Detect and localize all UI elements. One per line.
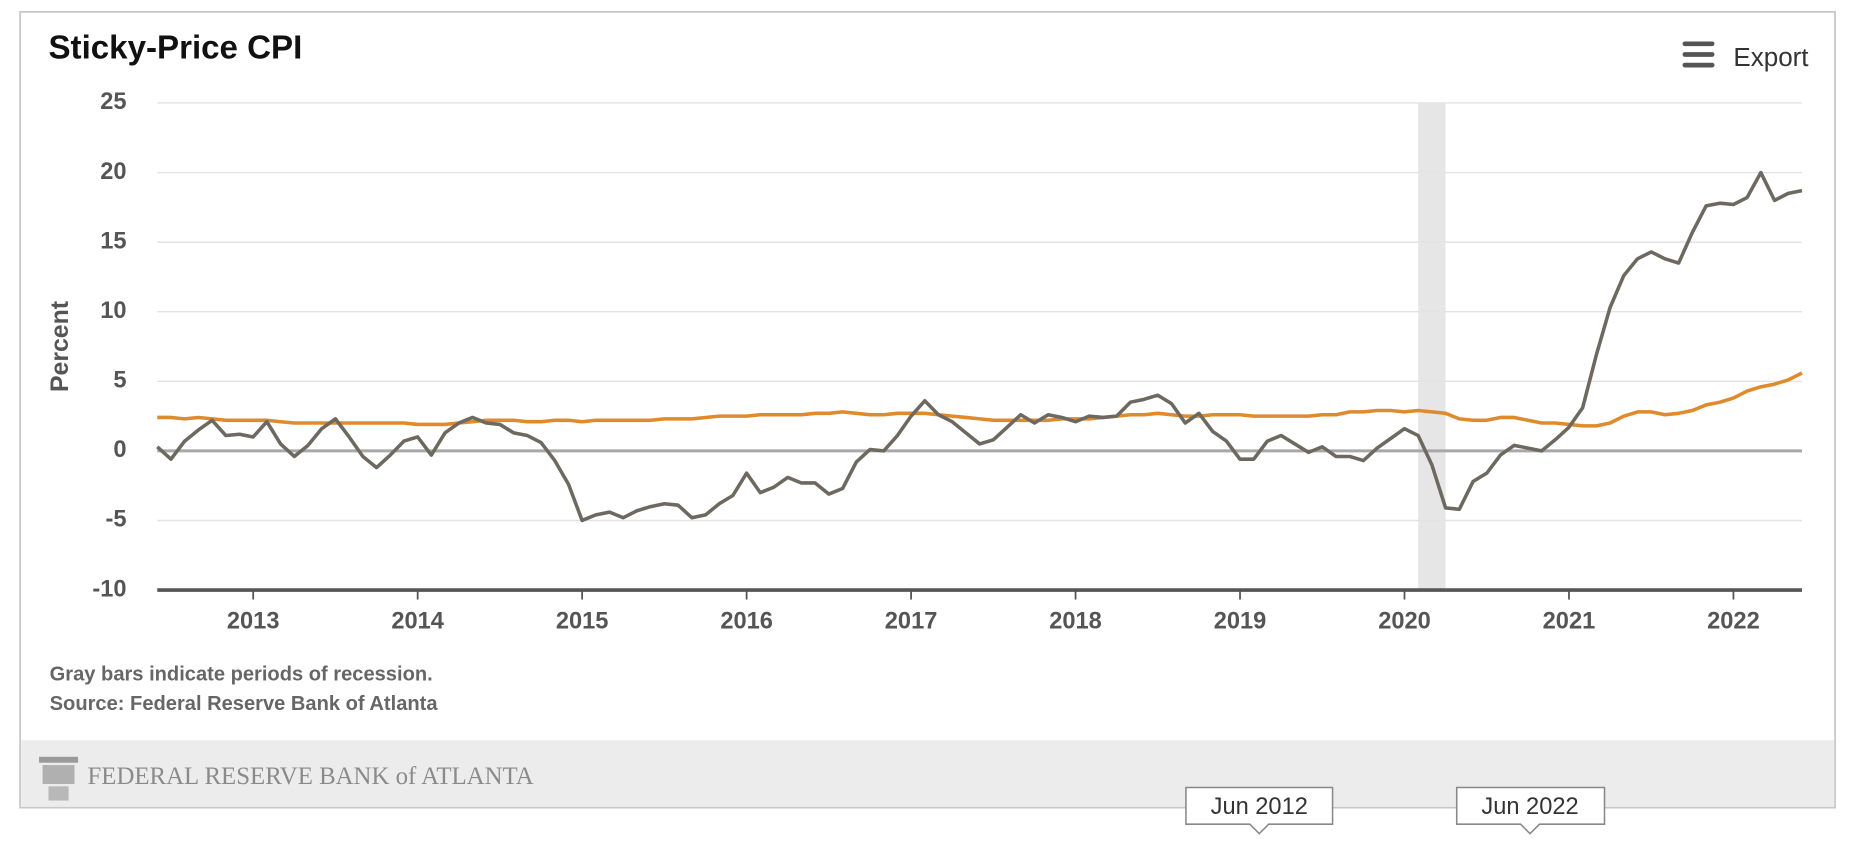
logo-part [48, 786, 69, 801]
y-tick-label: 20 [100, 159, 126, 185]
menu-icon [1682, 41, 1715, 47]
y-tick-label: 10 [100, 298, 126, 324]
recession-band [1418, 102, 1446, 591]
export-label[interactable]: Export [1733, 42, 1809, 72]
navigator-start[interactable]: Jun 2012 [1185, 786, 1334, 835]
navigator-end[interactable]: Jun 2022 [1455, 786, 1606, 835]
brand-logo [39, 756, 79, 801]
logo-part [39, 756, 79, 763]
x-tick-label: 2020 [1378, 608, 1431, 634]
navigator-label: Jun 2012 [1211, 794, 1308, 820]
x-tick-label: 2019 [1214, 608, 1267, 634]
navigator-handle[interactable] [1455, 786, 1606, 835]
x-tick-label: 2014 [391, 608, 444, 634]
x-tick-label: 2018 [1049, 608, 1102, 634]
x-tick-label: 2017 [885, 608, 938, 634]
frame [19, 11, 1836, 809]
source-note: Source: Federal Reserve Bank of Atlanta [50, 693, 439, 715]
x-tick-label: 2021 [1543, 608, 1596, 634]
y-tick-label: -10 [92, 576, 126, 602]
y-tick-label: 0 [113, 437, 126, 463]
data-line [157, 371, 1803, 428]
menu-icon [1682, 52, 1715, 57]
x-tick-label: 2016 [720, 608, 773, 634]
navigator-label: Jun 2022 [1481, 794, 1578, 820]
menu-icon [1682, 62, 1715, 68]
logo-part [42, 765, 75, 784]
brand: FEDERAL RESERVE BANK of ATLANTA [87, 763, 533, 790]
plot-area: -10 -5 0 5 10 15 20 25 2013 2014 2015 2016 2017 2018 2… [92, 89, 1803, 634]
y-tick-label: 15 [100, 228, 126, 254]
x-tick-label: 2013 [227, 608, 280, 634]
x-tick-label: 2015 [556, 608, 609, 634]
note: Gray bars indicate periods of recession. [50, 664, 433, 686]
data-line [156, 170, 1803, 523]
y-axis-label: Percent [47, 301, 74, 392]
y-tick-label: 5 [113, 368, 126, 394]
chart-title: Sticky-Price CPI [48, 29, 302, 66]
x-tick-label: 2022 [1707, 608, 1760, 634]
navigator-handle[interactable] [1185, 786, 1334, 835]
export-button[interactable]: Export [1682, 41, 1810, 72]
y-tick-label: 25 [100, 89, 126, 115]
y-tick-label: -5 [106, 507, 127, 533]
